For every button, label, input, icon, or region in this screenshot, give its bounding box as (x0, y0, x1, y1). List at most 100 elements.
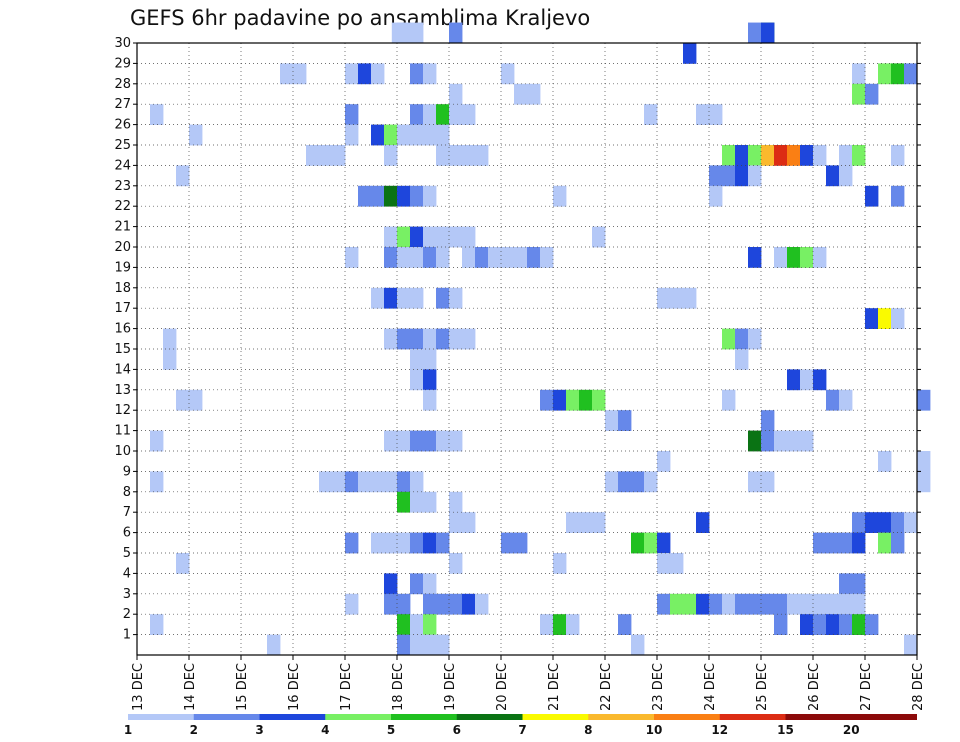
heatmap-cell (397, 634, 411, 656)
colorbar-label: 15 (777, 723, 794, 737)
heatmap-cell (722, 389, 736, 411)
y-tick-label: 5 (123, 546, 131, 561)
colorbar-label: 1 (124, 723, 132, 737)
heatmap-cell (904, 512, 918, 533)
y-tick-label: 7 (123, 505, 131, 520)
heatmap-cell (709, 165, 723, 187)
heatmap-cell (449, 491, 463, 513)
heatmap-cell (800, 430, 814, 452)
heatmap-cell (826, 614, 840, 635)
x-tick-label: 17 DEC (339, 663, 354, 711)
heatmap-cell (410, 614, 424, 635)
heatmap-cell (475, 593, 489, 615)
y-tick-label: 18 (114, 281, 131, 296)
heatmap-cell (891, 512, 905, 533)
heatmap-cell (852, 512, 866, 533)
heatmap-cell (449, 22, 463, 44)
heatmap-cell (839, 145, 853, 166)
colorbar-label: 10 (646, 723, 663, 737)
heatmap-cell (722, 328, 736, 350)
heatmap-cell (852, 145, 866, 166)
heatmap-cell (449, 593, 463, 615)
heatmap-cell (657, 593, 671, 615)
heatmap-cell (397, 430, 411, 452)
heatmap-cell (384, 532, 398, 554)
heatmap-cell (514, 83, 528, 105)
colorbar-label: 5 (387, 723, 395, 737)
x-tick-label: 25 DEC (755, 663, 770, 711)
heatmap-cell (410, 226, 424, 248)
heatmap-cell (371, 532, 385, 554)
heatmap-cell (345, 532, 359, 554)
x-tick-label: 21 DEC (547, 663, 562, 711)
heatmap-cell (332, 471, 346, 493)
heatmap-cell (410, 124, 424, 146)
heatmap-cell (813, 369, 827, 391)
heatmap-cell (878, 63, 892, 85)
heatmap-cell (410, 430, 424, 452)
heatmap-cell (384, 593, 398, 615)
heatmap-cell (410, 349, 424, 370)
y-tick-label: 23 (114, 179, 131, 194)
heatmap-cell (865, 614, 879, 635)
heatmap-cell (423, 369, 437, 391)
heatmap-cell (917, 451, 931, 472)
heatmap-cell (904, 63, 918, 85)
heatmap-cell (384, 226, 398, 248)
heatmap-cell (761, 22, 775, 44)
heatmap-cell (462, 226, 476, 248)
colorbar: 1 2 3 4 5 6 7 8 10 12 15 20 (124, 714, 917, 737)
heatmap-cell (826, 389, 840, 411)
heatmap-cell (748, 430, 762, 452)
heatmap-cell (553, 614, 567, 635)
heatmap-cell (514, 532, 528, 554)
colorbar-swatch (456, 714, 523, 720)
heatmap-cell (618, 410, 632, 431)
heatmap-cell (436, 104, 450, 125)
heatmap-cell (709, 185, 723, 207)
heatmap-cell (423, 614, 437, 635)
heatmap-cell (384, 287, 398, 309)
heatmap-cell (813, 614, 827, 635)
y-tick-label: 14 (114, 362, 131, 377)
heatmap-cell (423, 634, 437, 656)
heatmap-cell (319, 471, 333, 493)
y-tick-label: 4 (123, 566, 131, 581)
heatmap-cell (761, 410, 775, 431)
heatmap-cell (891, 63, 905, 85)
heatmap-cell (696, 512, 710, 533)
heatmap-cell (774, 593, 788, 615)
heatmap-cell (436, 593, 450, 615)
heatmap-cell (449, 430, 463, 452)
heatmap-cell (748, 471, 762, 493)
colorbar-label: 6 (453, 723, 461, 737)
y-tick-label: 26 (114, 118, 131, 133)
heatmap-cell (449, 328, 463, 350)
y-tick-label: 16 (114, 322, 131, 337)
x-tick-label: 19 DEC (443, 663, 458, 711)
heatmap-cell (423, 430, 437, 452)
heatmap-cell (423, 349, 437, 370)
heatmap-cell (410, 63, 424, 85)
heatmap-cell (397, 247, 411, 268)
heatmap-cell (644, 532, 658, 554)
heatmap-cell (735, 593, 749, 615)
heatmap-cell (787, 430, 801, 452)
heatmap-cell (436, 226, 450, 248)
heatmap-cell (371, 471, 385, 493)
heatmap-cell (423, 573, 437, 595)
heatmap-cell (566, 512, 580, 533)
heatmap-cell (397, 532, 411, 554)
heatmap-cell (644, 104, 658, 125)
x-tick-label: 23 DEC (651, 663, 666, 711)
heatmap-cell (176, 553, 190, 574)
heatmap-cell (553, 553, 567, 574)
heatmap-cell (644, 471, 658, 493)
heatmap-cell (683, 593, 697, 615)
heatmap-cell (787, 145, 801, 166)
heatmap-cell (761, 593, 775, 615)
heatmap-cell (293, 63, 307, 85)
heatmap-cell (839, 573, 853, 595)
heatmap-cell (878, 512, 892, 533)
heatmap-cell (553, 389, 567, 411)
